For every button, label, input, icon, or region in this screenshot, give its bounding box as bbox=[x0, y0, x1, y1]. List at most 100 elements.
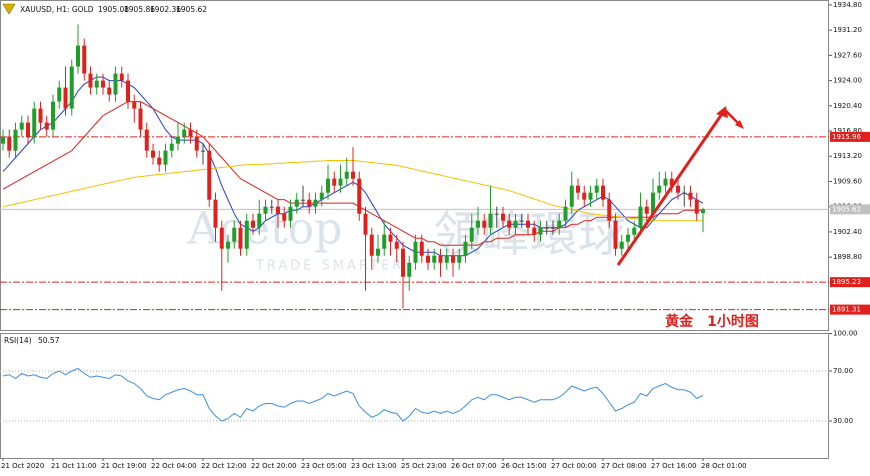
candle-body bbox=[294, 199, 299, 207]
candle-body bbox=[569, 185, 574, 207]
y-tick-label: 1916.80 bbox=[833, 127, 862, 135]
watermark-tagline: TRADE SMARTER bbox=[255, 259, 404, 274]
candle-body bbox=[144, 129, 149, 151]
candle-body bbox=[394, 241, 399, 249]
y-tick-label: 1913.20 bbox=[833, 152, 862, 160]
candle-body bbox=[694, 199, 699, 214]
current-price-label: 1905.62 bbox=[832, 205, 861, 213]
rsi-title: RSI(14) bbox=[4, 336, 32, 345]
candle-body bbox=[82, 45, 87, 74]
y-tick-label: 1927.60 bbox=[833, 51, 862, 59]
candle-body bbox=[663, 178, 668, 186]
candle-body bbox=[488, 213, 493, 228]
x-tick-label: 28 Oct 01:00 bbox=[701, 462, 747, 470]
candle-body bbox=[244, 220, 249, 249]
candle-body bbox=[557, 220, 562, 228]
candle-body bbox=[376, 248, 380, 256]
y-tick-label: 100.00 bbox=[833, 330, 858, 338]
candle-body bbox=[157, 157, 162, 165]
arrow-head bbox=[716, 106, 728, 118]
trend-arrow bbox=[616, 106, 744, 266]
candle-body bbox=[494, 213, 499, 215]
candle-body bbox=[519, 220, 524, 222]
candle-body bbox=[138, 108, 143, 130]
candle-body bbox=[13, 129, 18, 151]
candle-body bbox=[94, 80, 99, 88]
level-label-box bbox=[830, 304, 870, 315]
candle-body bbox=[563, 206, 568, 221]
candle-body bbox=[357, 178, 362, 214]
level-label: 1915.96 bbox=[832, 133, 861, 141]
candle-body bbox=[88, 73, 93, 88]
symbol-icon bbox=[2, 3, 16, 15]
candle-body bbox=[257, 213, 262, 228]
x-tick-label: 21 Oct 19:00 bbox=[101, 462, 147, 470]
rsi-line bbox=[2, 367, 704, 422]
arrow-shaft bbox=[616, 110, 726, 266]
candle-body bbox=[451, 255, 455, 263]
y-tick-label: 1898.80 bbox=[833, 253, 862, 261]
candle-body bbox=[507, 220, 512, 228]
candle-body bbox=[613, 220, 618, 249]
candle-body bbox=[26, 122, 30, 137]
rsi-last-value: 50.57 bbox=[38, 336, 60, 345]
candle-body bbox=[544, 227, 549, 229]
level-label-box bbox=[830, 277, 870, 288]
candle-body bbox=[107, 87, 112, 95]
candle-body bbox=[651, 192, 655, 214]
candle-body bbox=[469, 227, 474, 242]
chart-title: XAUUSD, H1: GOLD bbox=[20, 5, 94, 14]
candle-body bbox=[369, 234, 374, 256]
x-tick-label: 26 Oct 15:00 bbox=[501, 462, 547, 470]
candle-body bbox=[669, 178, 674, 186]
candle-body bbox=[588, 192, 593, 200]
y-tick-label: 1931.20 bbox=[833, 26, 862, 34]
y-tick-label: 70.00 bbox=[833, 367, 853, 375]
y-tick-label: 1934.80 bbox=[833, 1, 862, 9]
candle-body bbox=[119, 73, 124, 81]
candle-body bbox=[388, 234, 393, 242]
header-open: 1905.08 bbox=[98, 5, 129, 14]
y-tick-label: 1924.00 bbox=[833, 77, 862, 85]
candle-body bbox=[338, 178, 343, 186]
level-label: 1891.31 bbox=[832, 306, 861, 314]
header-close: 1905.62 bbox=[176, 5, 207, 14]
candle-body bbox=[619, 241, 624, 249]
candle-body bbox=[682, 192, 687, 194]
candle-body bbox=[113, 73, 118, 95]
candle-body bbox=[688, 192, 693, 200]
candle-body bbox=[126, 80, 130, 102]
candle-body bbox=[307, 199, 312, 207]
candle-body bbox=[463, 241, 468, 256]
candle-body bbox=[69, 66, 74, 109]
candle-body bbox=[363, 213, 368, 235]
candle-body bbox=[207, 150, 212, 200]
candle-body bbox=[44, 122, 49, 130]
candle-body bbox=[438, 255, 443, 263]
y-tick-label: 1902.40 bbox=[833, 228, 862, 236]
candle-body bbox=[194, 136, 199, 151]
candle-body bbox=[326, 178, 330, 193]
candle-body bbox=[32, 108, 37, 137]
candle-body bbox=[169, 143, 174, 151]
rsi-panel bbox=[0, 333, 829, 459]
x-tick-label: 27 Oct 16:00 bbox=[651, 462, 697, 470]
candle-body bbox=[182, 129, 187, 137]
candle-body bbox=[201, 150, 205, 152]
candle-body bbox=[382, 234, 387, 249]
x-tick-label: 21 Oct 2020 bbox=[1, 462, 44, 470]
candle-body bbox=[288, 206, 293, 221]
candle-body bbox=[601, 185, 605, 200]
current-price-box bbox=[830, 204, 870, 215]
candle-body bbox=[551, 227, 555, 229]
candle-body bbox=[582, 192, 587, 200]
annotation: 黄金 1小时图 bbox=[665, 313, 759, 330]
candle-body bbox=[676, 185, 680, 193]
candle-body bbox=[76, 45, 80, 67]
x-tick-label: 21 Oct 11:00 bbox=[51, 462, 97, 470]
candle-body bbox=[263, 206, 268, 214]
candle-body bbox=[219, 227, 224, 249]
candle-body bbox=[57, 87, 62, 102]
